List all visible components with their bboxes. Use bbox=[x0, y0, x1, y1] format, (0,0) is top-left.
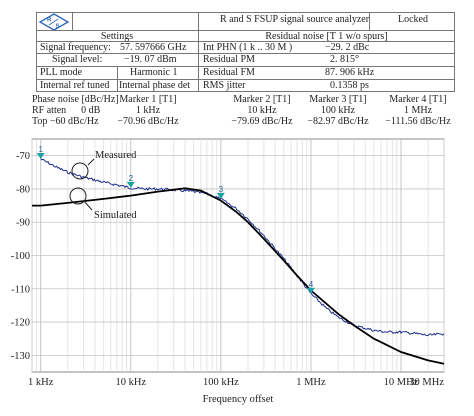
marker-triangle bbox=[126, 181, 135, 188]
lock-status: Locked bbox=[398, 14, 428, 25]
marker-2-freq: 10 kHz bbox=[247, 105, 277, 116]
y-tick-label: -100 bbox=[11, 251, 30, 262]
marker-number: 3 bbox=[219, 185, 224, 194]
marker-number: 1 bbox=[39, 145, 44, 154]
signal-level-key: Signal level: bbox=[52, 54, 103, 65]
marker-triangle bbox=[216, 192, 225, 199]
simulated-annotation: Simulated bbox=[69, 187, 137, 221]
marker-4-value: −111.56 dBc/Hz bbox=[385, 116, 451, 127]
x-tick-label: 1 MHz bbox=[296, 377, 326, 388]
x-tick-label: 1 kHz bbox=[28, 377, 54, 388]
marker-3-freq: 100 kHz bbox=[320, 105, 356, 116]
svg-text:S: S bbox=[56, 24, 60, 30]
int-phn-key: Int PHN (1 k .. 30 M ) bbox=[203, 42, 293, 53]
trace-markers: 1 2 3 4 bbox=[36, 145, 315, 294]
marker-4-header: Marker 4 [T1] bbox=[389, 94, 447, 105]
residual-pm-value: 2. 815° bbox=[330, 54, 359, 65]
rf-atten: RF atten 0 dB bbox=[32, 105, 101, 116]
analyzer-title: R and S FSUP signal source analyzer bbox=[220, 14, 370, 25]
residual-pm-key: Residual PM bbox=[203, 54, 255, 65]
marker-2-header: Marker 2 [T1] bbox=[233, 94, 291, 105]
simulated-label: Simulated bbox=[94, 210, 137, 221]
x-tick-label: 10 MHz bbox=[384, 377, 419, 388]
rms-jitter-value: 0.1358 ps bbox=[330, 80, 369, 91]
internal-ref-key: Internal ref tuned bbox=[40, 80, 110, 91]
pll-mode-key: PLL mode bbox=[40, 67, 83, 78]
internal-ref-value: Internal phase det bbox=[119, 80, 191, 91]
y-tick-label: -70 bbox=[16, 151, 30, 162]
y-tick-label: -130 bbox=[11, 351, 30, 362]
int-phn-value: −29. 2 dBc bbox=[325, 42, 370, 53]
phase-noise-chart: -70 -80 -90 -100 -110 -120 -130 1 kHz 10 kHz 100… bbox=[11, 138, 445, 405]
marker-1-value: −70.96 dBc/Hz bbox=[117, 116, 179, 127]
marker-number: 2 bbox=[129, 174, 134, 183]
marker-triangle bbox=[36, 152, 45, 159]
y-tick-label: -80 bbox=[16, 184, 30, 195]
top-level: Top −60 dBc/Hz bbox=[32, 116, 99, 127]
signal-frequency-key: Signal frequency: bbox=[40, 42, 111, 53]
marker-number: 4 bbox=[309, 280, 314, 289]
y-tick-labels: -70 -80 -90 -100 -110 -120 -130 bbox=[11, 151, 30, 362]
x-tick-label: 100 kHz bbox=[203, 377, 239, 388]
rohde-schwarz-logo: R S bbox=[38, 13, 70, 31]
series-lines bbox=[32, 158, 445, 365]
measured-annotation: Measured bbox=[71, 150, 137, 180]
signal-level-value: −19. 07 dBm bbox=[124, 54, 177, 65]
phase-noise-unit: Phase noise [dBc/Hz] bbox=[32, 94, 119, 105]
marker-3-header: Marker 3 [T1] bbox=[309, 94, 367, 105]
residual-fm-key: Residual FM bbox=[203, 67, 255, 78]
x-tick-label: 10 kHz bbox=[115, 377, 146, 388]
marker-3-value: −82.97 dBc/Hz bbox=[307, 116, 369, 127]
x-tick-label: 30 MHz bbox=[409, 377, 444, 388]
marker-4-freq: 1 MHz bbox=[403, 105, 433, 116]
y-tick-label: -90 bbox=[16, 218, 30, 229]
residual-noise-label: Residual noise [T 1 w/o spurs] bbox=[265, 31, 388, 42]
y-tick-label: -110 bbox=[11, 284, 30, 295]
rms-jitter-key: RMS jitter bbox=[203, 80, 246, 91]
grid bbox=[31, 139, 445, 372]
series-line bbox=[40, 158, 445, 337]
marker-triangle bbox=[306, 287, 315, 294]
series-line bbox=[32, 187, 445, 365]
y-tick-label: -120 bbox=[11, 318, 30, 329]
svg-text:R: R bbox=[47, 18, 52, 24]
settings-label: Settings bbox=[100, 31, 134, 42]
marker-2-value: −79.69 dBc/Hz bbox=[231, 116, 293, 127]
measured-label: Measured bbox=[95, 150, 137, 161]
residual-fm-value: 87. 906 kHz bbox=[325, 67, 375, 78]
signal-frequency-value: 57. 597666 GHz bbox=[120, 42, 187, 53]
marker-1-header: Marker 1 [T1] bbox=[119, 94, 177, 105]
marker-1-freq: 1 kHz bbox=[135, 105, 161, 116]
pll-mode-value: Harmonic 1 bbox=[130, 67, 178, 78]
x-axis-label: Frequency offset bbox=[203, 394, 274, 405]
